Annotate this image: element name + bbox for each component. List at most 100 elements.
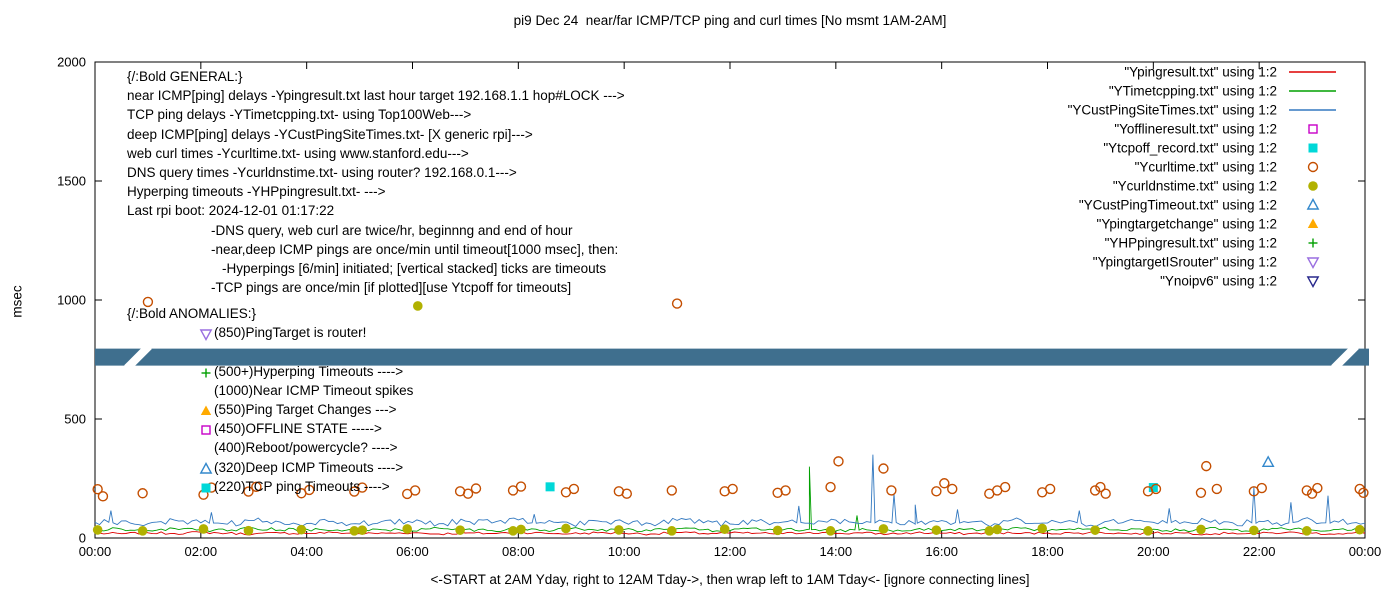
circle-open-icon [666,485,677,496]
circle-open-icon [727,483,738,495]
triangle-open-icon [199,461,213,474]
general-note-line: -TCP pings are once/min [if plotted][use… [211,280,572,296]
triangle-open-icon [199,461,213,474]
circle-filled-icon [825,526,836,536]
legend-label: "Yofflineresult.txt" using 1:2 [1114,122,1277,137]
x-axis-label: <-START at 2AM Yday, right to 12AM Tday-… [430,572,1030,587]
x-tick-label: 20:00 [1137,544,1170,559]
anomaly-note-line: (500+)Hyperping Timeouts ----> [127,362,413,381]
general-note-line: DNS query times -Ycurldnstime.txt- using… [127,164,517,180]
series-Ycurldnstime.txt [92,301,1365,536]
x-tick-label: 04:00 [290,544,323,559]
y-tick-label: 1000 [57,293,86,308]
anomaly-note-text: (850)PingTarget is router! [214,325,367,341]
circle-open-icon [1089,485,1101,496]
band-break [1331,343,1359,371]
anomaly-note-text: {/:Bold ANOMALIES:} [127,306,257,321]
circle-filled-icon [412,301,423,311]
legend-label: "Ynoipv6" using 1:2 [1160,274,1277,289]
circle-filled-icon [772,525,783,536]
circle-open-icon [1100,488,1111,499]
circle-filled-icon [1090,525,1100,535]
circle-open-icon [515,481,527,492]
circle-filled-icon [561,523,571,534]
series-YCustPingTimeout.txt [1261,455,1275,468]
circle-open-icon [142,296,154,308]
square-open-icon [201,425,211,435]
circle-open-icon [251,481,262,493]
circle-open-icon [462,488,474,499]
triangle-open-icon [1306,198,1320,210]
circle-filled-icon [455,525,465,535]
circle-open-icon [939,478,950,489]
square-filled-icon [1148,483,1158,493]
anomaly-note-line: (220)TCP ping Timeouts ----> [127,477,413,496]
circle-filled-icon [516,524,526,535]
x-tick-label: 00:00 [79,544,112,559]
legend-label: "Ycurltime.txt" using 1:2 [1135,160,1277,175]
circle-filled-icon [137,526,148,536]
series-YCustPingSiteTimes.txt [94,454,1366,528]
circle-filled-icon [349,526,360,536]
plus-icon [201,368,211,378]
circle-filled-icon [92,525,103,535]
circle-open-icon [357,482,368,493]
circle-open-icon [1044,483,1056,495]
x-tick-label: 08:00 [502,544,535,559]
general-note-line: -DNS query, web curl are twice/hr, begin… [211,222,573,238]
x-tick-label: 18:00 [1031,544,1064,559]
circle-open-icon [833,456,844,467]
triangle-down-icon [199,329,213,342]
circle-filled-icon [878,524,889,534]
circle-open-icon [1150,483,1162,495]
anomaly-note-line: (1000)Near ICMP Timeout spikes [127,381,413,400]
circle-filled-icon [1308,181,1318,191]
square-filled-icon [201,483,211,493]
anomaly-note-text: (320)Deep ICMP Timeouts ----> [214,459,404,475]
general-note-line: Hyperping timeouts -YHPpingresult.txt- -… [127,184,386,200]
circle-open-icon [780,485,791,496]
x-tick-label: 22:00 [1243,544,1276,559]
circle-open-icon [1358,487,1369,498]
general-note-line: {/:Bold GENERAL:} [127,69,243,84]
circle-filled-icon [1301,526,1312,536]
anomaly-note-line: (850)PingTarget is router! [127,323,413,342]
anomaly-annotations: {/:Bold ANOMALIES:} (850)PingTarget is ro… [127,304,413,496]
circle-filled-icon [1037,523,1048,534]
circle-open-icon [1195,487,1207,498]
square-filled-icon [201,483,211,493]
square-filled-icon [1308,143,1318,153]
circle-open-icon [1095,481,1106,493]
x-tick-label: 06:00 [396,544,429,559]
circle-open-icon [999,481,1011,493]
general-annotations: {/:Bold GENERAL:} near ICMP[ping] delays … [127,67,625,297]
circle-open-icon [671,298,683,309]
anomaly-note-line [127,342,413,361]
general-note-line: deep ICMP[ping] delays -YCustPingSiteTim… [127,126,533,142]
legend-label: "Ypingresult.txt" using 1:2 [1124,65,1277,80]
circle-open-icon [1306,488,1318,499]
x-tick-label: 02:00 [185,544,218,559]
y-tick-label: 0 [79,531,86,546]
legend-label: "YCustPingSiteTimes.txt" using 1:2 [1068,103,1277,118]
circle-open-icon [92,484,103,495]
x-tick-label: 10:00 [608,544,641,559]
circle-open-icon [1312,482,1323,494]
circle-open-icon [304,484,315,496]
no-ipv6-band [95,348,1369,366]
tri-down-open-icon [199,329,213,342]
general-note-line: -Hyperpings [6/min] initiated; [vertical… [222,260,607,276]
general-note-line: Last rpi boot: 2024-12-01 01:17:22 [127,203,335,219]
anomaly-note-text: (220)TCP ping Timeouts ----> [214,478,390,494]
y-tick-label: 1500 [57,174,86,189]
circle-filled-icon [614,525,624,535]
circle-filled-icon [1354,524,1365,535]
circle-filled-icon [402,524,413,534]
triangle-filled-icon [1307,218,1319,228]
series-Ytcpoff_record.txt [545,482,1158,493]
circle-open-icon [1301,485,1312,496]
band-break [124,343,152,371]
anomaly-note-line: (450)OFFLINE STATE -----> [127,419,413,438]
circle-filled-icon [984,526,995,536]
circle-open-icon [825,481,836,493]
